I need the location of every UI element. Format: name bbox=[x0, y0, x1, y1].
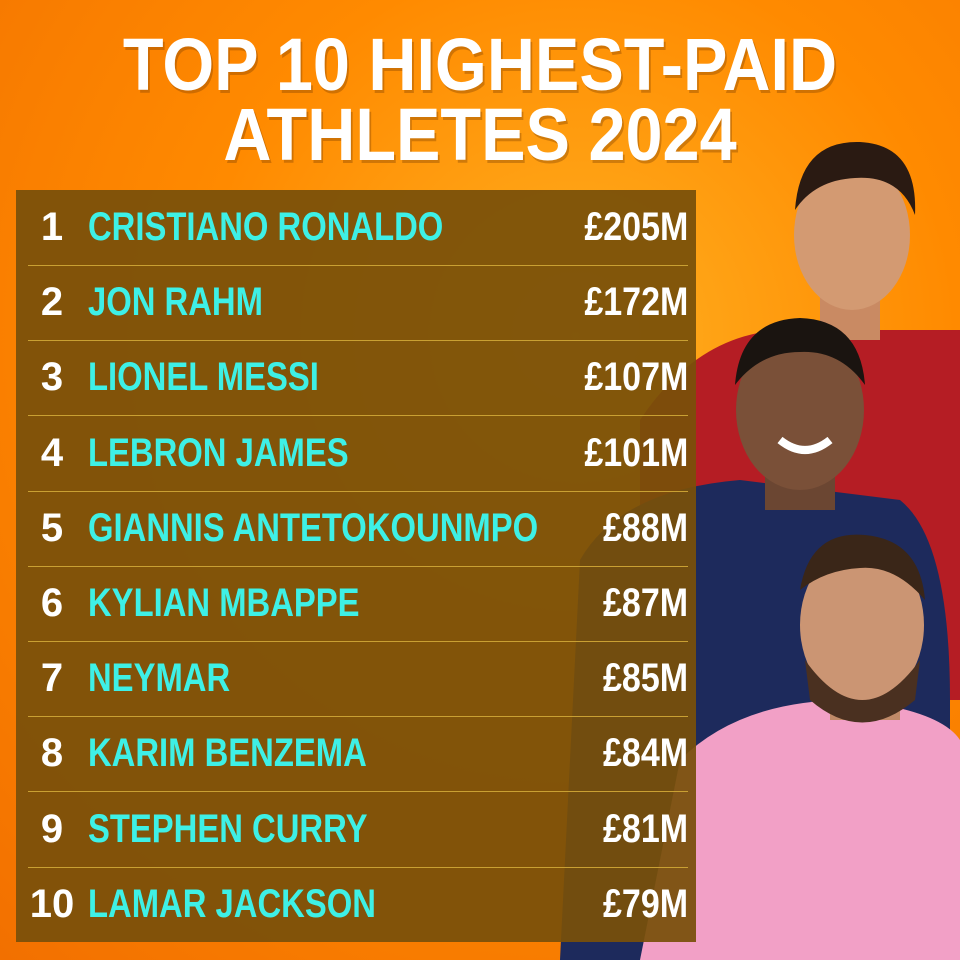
athlete-name: LAMAR JACKSON bbox=[88, 881, 376, 926]
earnings: £88M bbox=[602, 505, 688, 550]
earnings: £101M bbox=[584, 430, 688, 475]
rank: 4 bbox=[40, 430, 64, 475]
table-row: 10 LAMAR JACKSON £79M bbox=[28, 867, 688, 942]
earnings: £84M bbox=[602, 731, 688, 776]
rank: 2 bbox=[40, 280, 64, 325]
earnings: £107M bbox=[584, 355, 688, 400]
title-line: ATHLETES 2024 bbox=[223, 93, 737, 176]
table-row: 5 GIANNIS ANTETOKOUNMPO £88M bbox=[28, 491, 688, 567]
earnings: £205M bbox=[584, 205, 688, 249]
ranking-table: 1 CRISTIANO RONALDO £205M 2 JON RAHM £172M 3 LI… bbox=[16, 190, 696, 942]
earnings: £172M bbox=[584, 280, 688, 325]
rank: 1 bbox=[40, 205, 64, 249]
table-row: 8 KARIM BENZEMA £84M bbox=[28, 716, 688, 793]
rank: 9 bbox=[40, 806, 64, 851]
rank: 7 bbox=[40, 656, 64, 701]
athlete-name: KARIM BENZEMA bbox=[88, 731, 367, 776]
earnings: £87M bbox=[602, 581, 688, 625]
rank: 8 bbox=[40, 731, 64, 776]
earnings: £85M bbox=[602, 656, 688, 701]
earnings: £81M bbox=[602, 806, 688, 851]
title-line: TOP 10 HIGHEST-PAID bbox=[122, 23, 838, 106]
athlete-photo bbox=[640, 534, 960, 960]
athlete-name: NEYMAR bbox=[88, 656, 231, 701]
table-row: 7 NEYMAR £85M bbox=[28, 641, 688, 718]
rank: 10 bbox=[29, 881, 75, 926]
athlete-name: LIONEL MESSI bbox=[88, 355, 319, 400]
table-row: 3 LIONEL MESSI £107M bbox=[28, 340, 688, 417]
athlete-name: LEBRON JAMES bbox=[88, 430, 349, 475]
athlete-name: GIANNIS ANTETOKOUNMPO bbox=[88, 505, 539, 550]
rank: 3 bbox=[40, 355, 64, 400]
table-row: 1 CRISTIANO RONALDO £205M bbox=[28, 190, 688, 266]
earnings: £79M bbox=[602, 881, 688, 926]
table-row: 6 KYLIAN MBAPPE £87M bbox=[28, 566, 688, 642]
rank: 6 bbox=[40, 581, 64, 625]
athlete-name: KYLIAN MBAPPE bbox=[88, 581, 360, 625]
athlete-name: STEPHEN CURRY bbox=[88, 806, 368, 851]
table-row: 4 LEBRON JAMES £101M bbox=[28, 416, 688, 492]
table-row: 2 JON RAHM £172M bbox=[28, 265, 688, 342]
athlete-name: JON RAHM bbox=[88, 280, 263, 325]
rank: 5 bbox=[40, 505, 64, 550]
table-row: 9 STEPHEN CURRY £81M bbox=[28, 792, 688, 868]
athlete-name: CRISTIANO RONALDO bbox=[88, 205, 444, 249]
